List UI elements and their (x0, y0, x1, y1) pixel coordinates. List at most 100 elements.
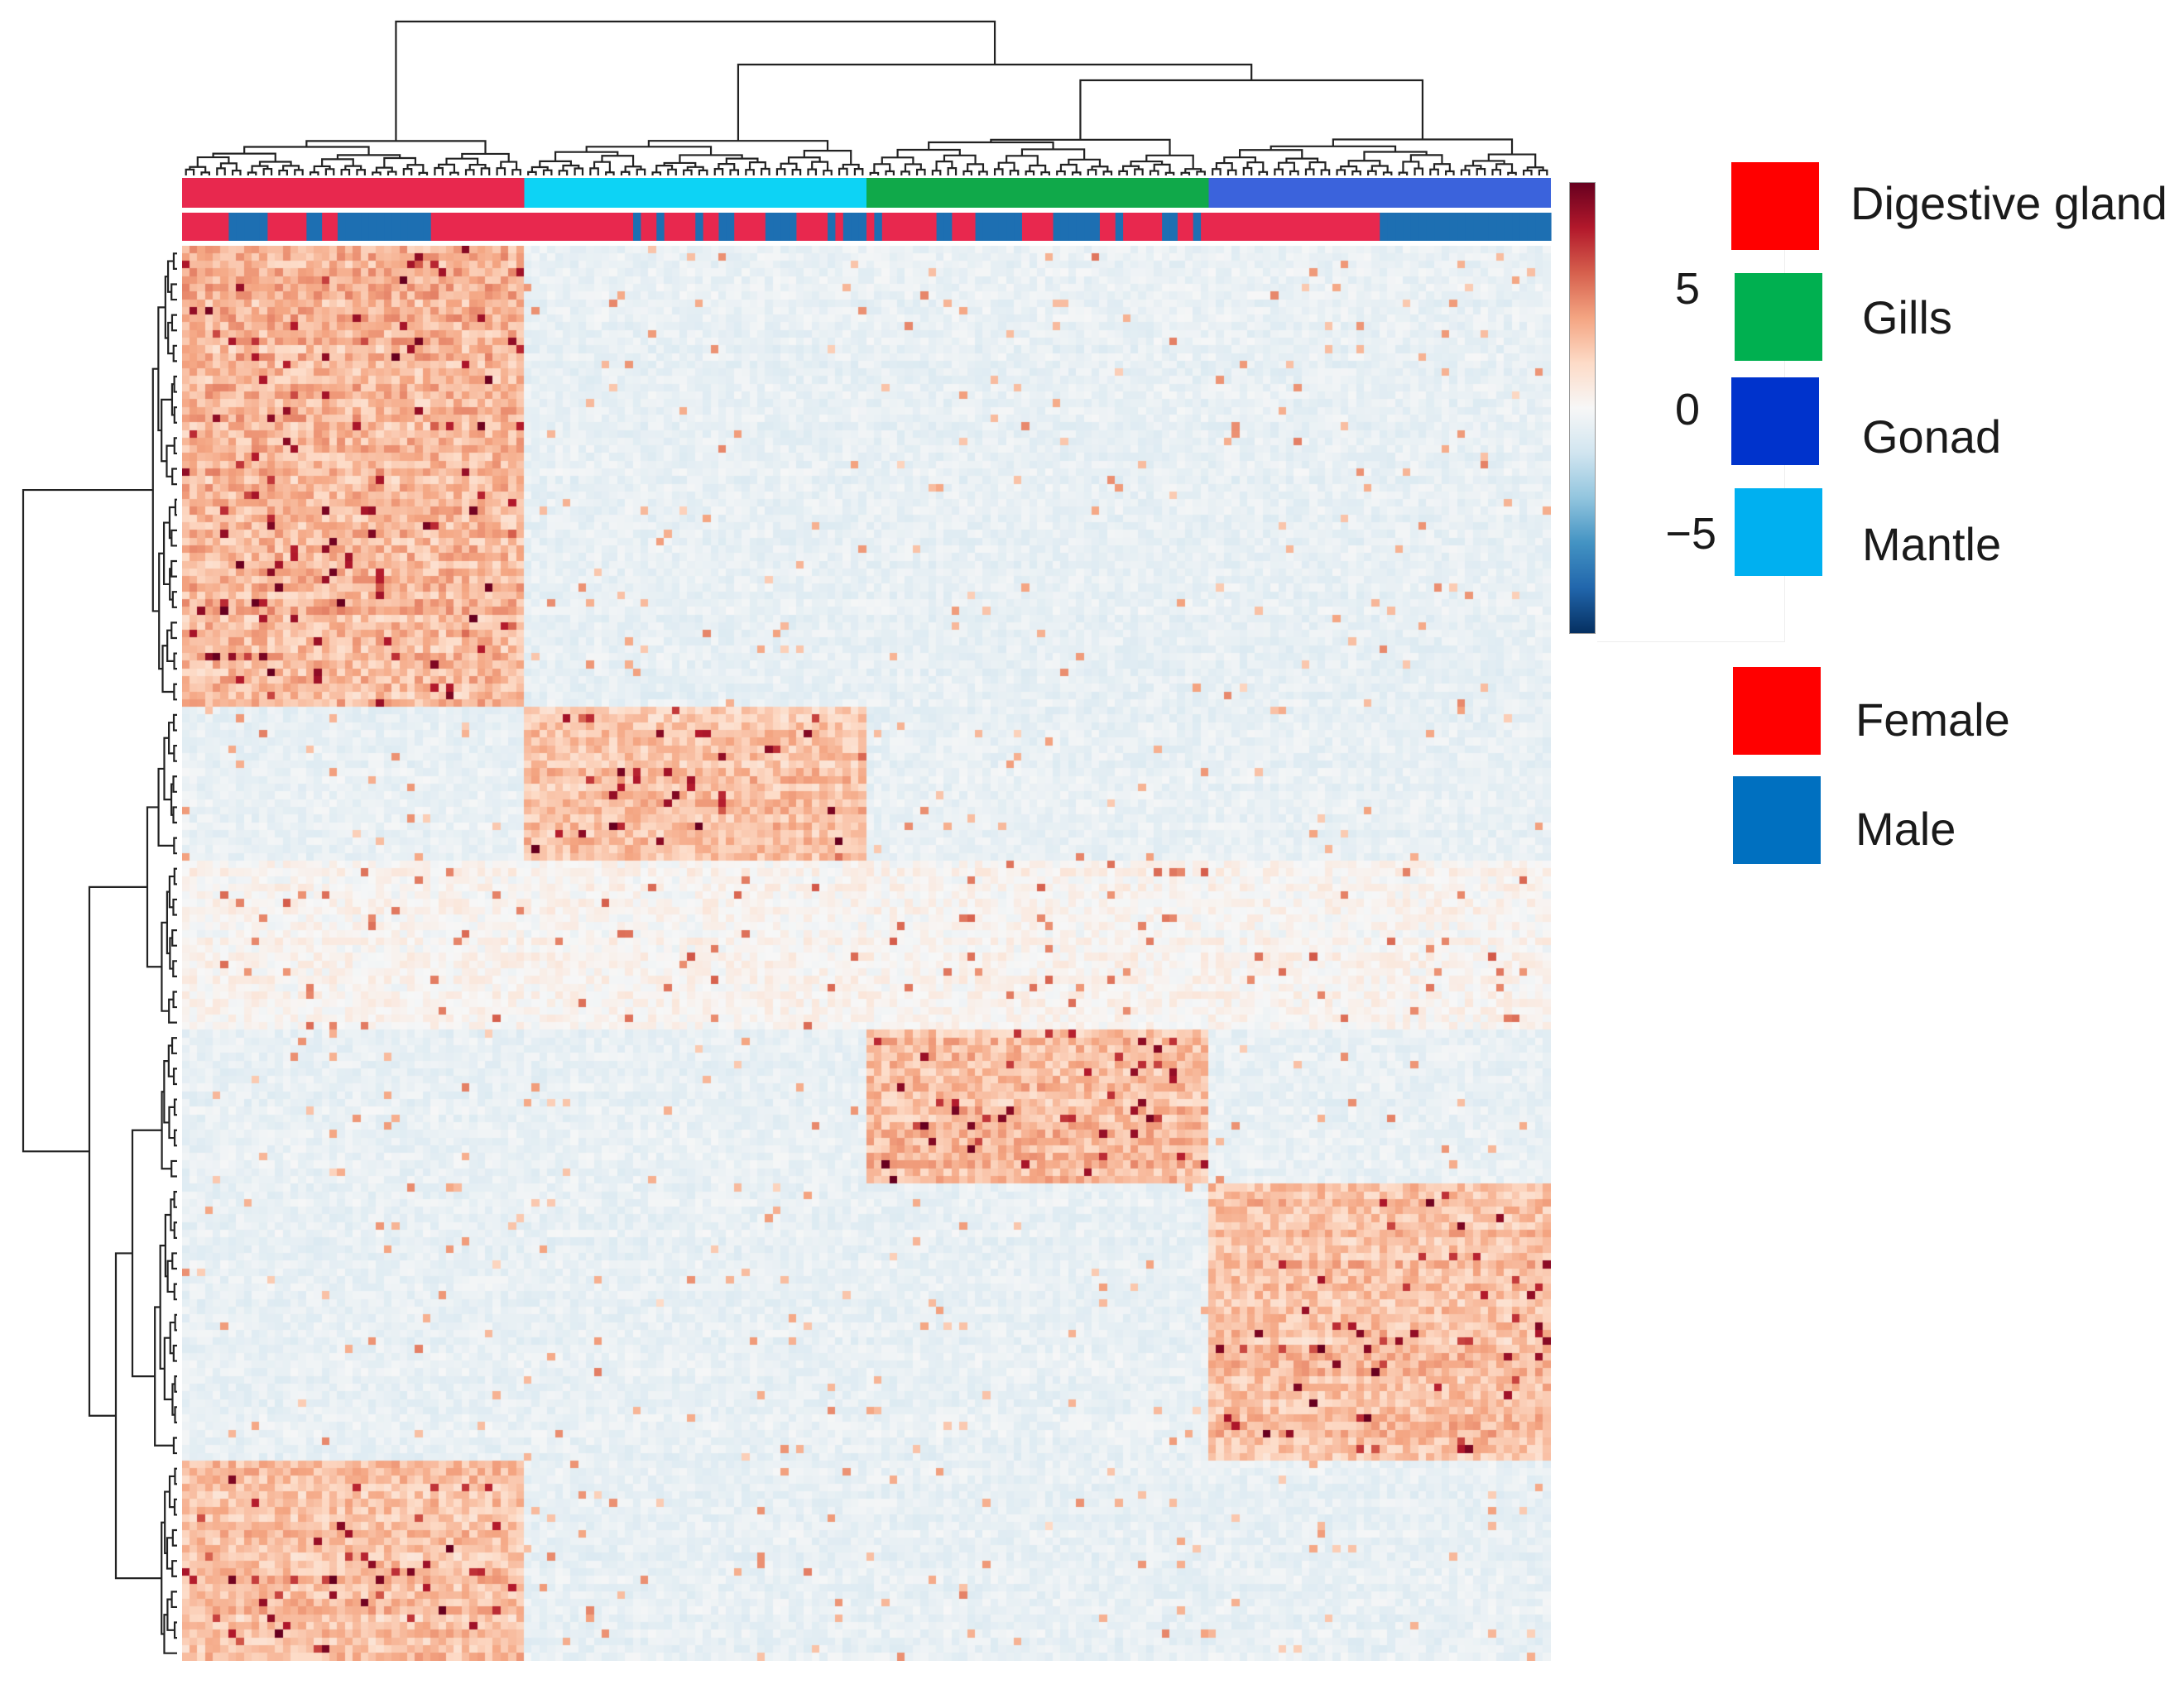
column-dendrogram-branch (562, 164, 580, 171)
colorbar-tick-0: 0 (1674, 385, 1700, 434)
row-dendrogram-branch (174, 1467, 177, 1485)
column-dendrogram-branch (698, 169, 708, 175)
column-dendrogram-branch (542, 169, 553, 175)
sex-annotation-cell (1294, 213, 1303, 241)
column-dendrogram-branch (935, 160, 953, 171)
sex-annotation-cell (874, 213, 883, 241)
sex-annotation-cell (734, 213, 743, 241)
column-dendrogram-branch (1068, 158, 1102, 167)
sex-annotation-cell (563, 213, 572, 241)
row-dendrogram-branch (162, 521, 170, 586)
row-dendrogram-branch (174, 1375, 177, 1393)
row-dendrogram-branch (174, 498, 177, 516)
column-dendrogram-branch (1526, 166, 1544, 171)
sex-annotation-cell (765, 213, 774, 241)
sex-annotation-cell (602, 213, 611, 241)
column-dendrogram-branch (1340, 166, 1358, 172)
column-dendrogram-branch (1523, 170, 1533, 175)
column-dendrogram-branch (1367, 170, 1377, 175)
column-dendrogram-branch (1130, 160, 1164, 166)
column-dendrogram-branch (636, 168, 646, 175)
legend-swatch-gills (1735, 273, 1822, 361)
column-dendrogram-branch (1029, 164, 1047, 173)
sex-annotation-cell (578, 213, 588, 241)
sex-annotation-cell (570, 213, 579, 241)
sex-annotation-cell (905, 213, 914, 241)
column-dendrogram-branch (881, 156, 914, 165)
sex-annotation-cell (897, 213, 906, 241)
row-dendrogram-branch (161, 398, 172, 463)
column-dendrogram-branch (593, 161, 611, 173)
column-dendrogram-branch (445, 157, 479, 166)
sex-annotation-cell (1387, 213, 1396, 241)
column-dendrogram-branch (823, 170, 833, 175)
row-dendrogram-branch (172, 1437, 177, 1455)
column-dendrogram-branch (496, 167, 506, 175)
sex-annotation-cell (1053, 213, 1062, 241)
sex-annotation-cell (1418, 213, 1428, 241)
row-dendrogram-branch (171, 591, 177, 608)
row-dendrogram-branch (166, 629, 175, 662)
row-dendrogram-branch (172, 898, 177, 916)
sex-annotation-cell (672, 213, 681, 241)
column-dendrogram-branch (1363, 151, 1428, 161)
sex-annotation-cell (967, 213, 977, 241)
column-dendrogram-branch (219, 162, 238, 171)
sex-annotation-cell (501, 213, 510, 241)
column-dendrogram-branch (1351, 170, 1361, 175)
sex-annotation-cell (1325, 213, 1334, 241)
sex-annotation-cell (881, 213, 890, 241)
column-dendrogram-branch (1196, 170, 1206, 175)
sex-annotation-cell (851, 213, 860, 241)
column-dendrogram-branch (1304, 168, 1315, 175)
sex-annotation-cell (1341, 213, 1350, 241)
row-dendrogram-mantle-mixed (146, 806, 162, 968)
row-dendrogram-branch (170, 559, 177, 578)
row-dendrogram-branch (174, 1406, 177, 1423)
column-dendrogram-branch (993, 168, 1004, 175)
sex-annotation-cell (757, 213, 766, 241)
sex-annotation-cell (182, 213, 190, 241)
column-dendrogram-branch (1040, 171, 1050, 175)
column-dendrogram-branch (1398, 171, 1409, 175)
sex-annotation-cell (1286, 213, 1295, 241)
row-dendrogram-branch (171, 1528, 177, 1547)
sex-annotation-cell (1138, 213, 1147, 241)
sex-annotation-cell (750, 213, 759, 241)
column-dendrogram-branch (838, 167, 848, 175)
sex-annotation-cell (1543, 213, 1552, 241)
sex-annotation-cell (1380, 213, 1389, 241)
column-dendrogram-branch (574, 167, 584, 175)
sex-annotation-cell (298, 213, 307, 241)
column-dendrogram-branch (1433, 163, 1451, 171)
sex-annotation-cell (1356, 213, 1366, 241)
sex-annotation-cell (1496, 213, 1505, 241)
sex-annotation-cell (975, 213, 984, 241)
sex-annotation-cell (384, 213, 393, 241)
sex-annotation-cell (391, 213, 401, 241)
sex-annotation-cell (812, 213, 821, 241)
tissue-annotation-digestive-gland (182, 178, 525, 208)
sex-annotation-cell (835, 213, 844, 241)
sex-annotation-cell (648, 213, 657, 241)
sex-annotation-cell (1465, 213, 1474, 241)
sex-annotation-cell (314, 213, 323, 241)
sex-annotation-cell (283, 213, 292, 241)
column-dendrogram-branch (231, 169, 242, 175)
sex-annotation-cell (190, 213, 199, 241)
sex-annotation-cell (1426, 213, 1435, 241)
sex-annotation-cell (1279, 213, 1288, 241)
row-dendrogram-branch (173, 375, 177, 393)
column-dendrogram-branch (356, 169, 366, 175)
sex-annotation-cell (1457, 213, 1466, 241)
sex-annotation-cell (329, 213, 338, 241)
column-dendrogram-branch (185, 168, 195, 175)
column-dendrogram-branch (340, 168, 351, 175)
column-dendrogram-branch (1414, 167, 1424, 175)
tissue-annotation-mantle (524, 178, 866, 208)
row-dendrogram-branch (166, 444, 175, 477)
sex-annotation-cell (1535, 213, 1544, 241)
column-dendrogram-branch (1445, 170, 1455, 175)
